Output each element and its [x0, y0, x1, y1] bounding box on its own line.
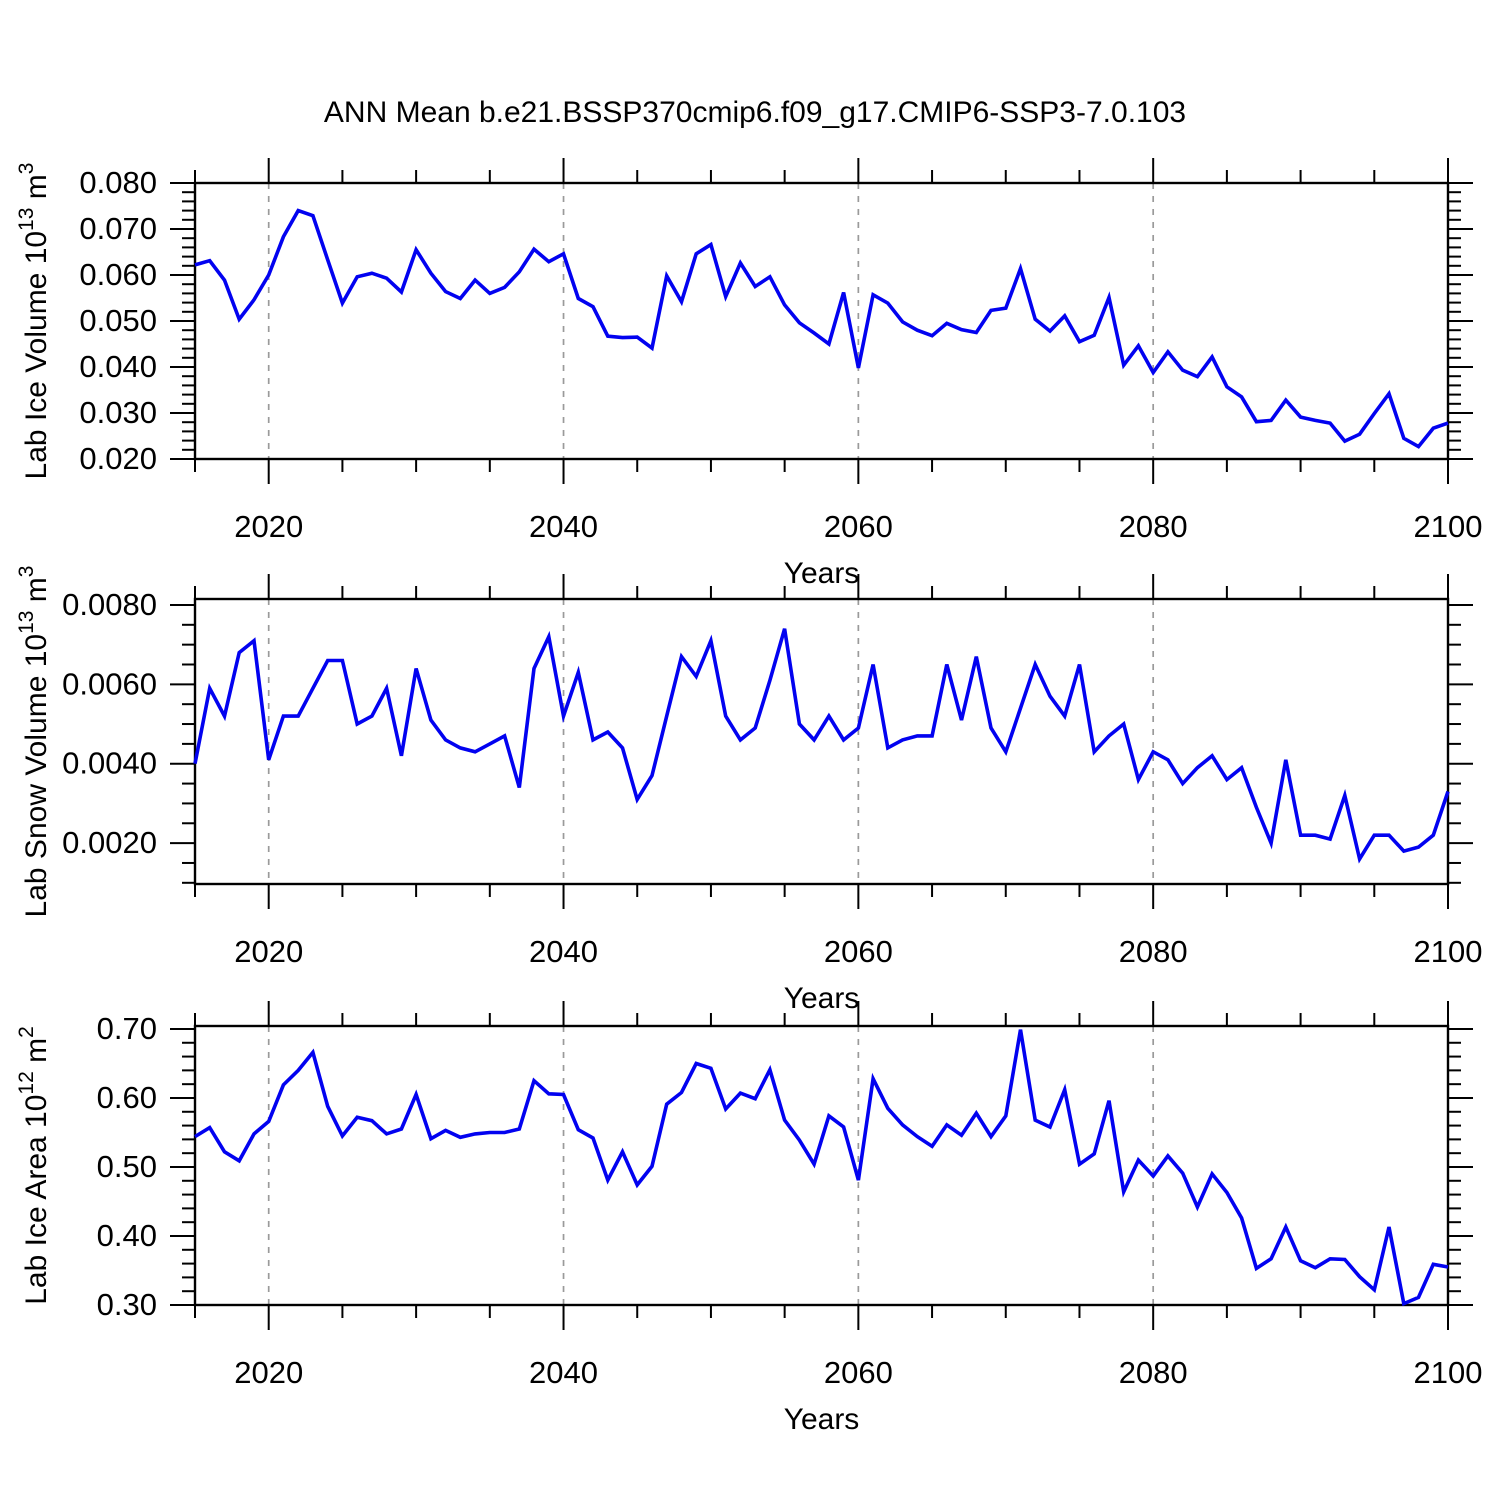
x-tick-label: 2080: [1119, 934, 1188, 969]
plot-frame: [193, 181, 1450, 461]
y-tick-label: 0.0060: [62, 666, 157, 701]
x-tick-label: 2100: [1414, 1355, 1483, 1390]
y-tick-label: 0.080: [79, 165, 157, 200]
x-tick-label: 2040: [529, 934, 598, 969]
plot-frame: [193, 597, 1450, 886]
x-axis-title: Years: [784, 557, 860, 590]
y-tick-label: 0.60: [97, 1080, 157, 1115]
x-tick-label: 2040: [529, 1355, 598, 1390]
x-tick-label: 2040: [529, 509, 598, 544]
x-tick-label: 2080: [1119, 1355, 1188, 1390]
x-tick-label: 2060: [824, 934, 893, 969]
x-tick-label: 2100: [1414, 509, 1483, 544]
y-tick-label: 0.020: [79, 441, 157, 476]
y-tick-label: 0.040: [79, 349, 157, 384]
y-tick-label: 0.030: [79, 395, 157, 430]
x-tick-label: 2020: [234, 934, 303, 969]
data-line: [194, 208, 1449, 449]
y-axis-title: Lab Snow Volume 1013 m3: [15, 566, 53, 918]
x-tick-label: 2080: [1119, 509, 1188, 544]
plot-frame: [193, 1024, 1450, 1307]
x-axis-title: Years: [784, 982, 860, 1015]
x-tick-label: 2060: [824, 509, 893, 544]
y-tick-label: 0.0040: [62, 746, 157, 781]
data-line: [193, 628, 1450, 864]
y-axis-title: Lab Ice Volume 1013 m3: [15, 163, 53, 480]
y-tick-label: 0.70: [97, 1011, 157, 1046]
chart-title: ANN Mean b.e21.BSSP370cmip6.f09_g17.CMIP…: [323, 96, 1187, 129]
y-tick-label: 0.0020: [62, 825, 157, 860]
y-tick-label: 0.0080: [62, 587, 157, 622]
y-axis-title: Lab Ice Area 1012 m2: [15, 1026, 53, 1305]
y-tick-label: 0.30: [97, 1287, 157, 1322]
x-axis-title: Years: [784, 1403, 860, 1436]
y-tick-label: 0.070: [79, 211, 157, 246]
x-tick-label: 2020: [234, 1355, 303, 1390]
y-tick-label: 0.40: [97, 1218, 157, 1253]
x-tick-label: 2060: [824, 1355, 893, 1390]
x-tick-label: 2100: [1414, 934, 1483, 969]
y-tick-label: 0.050: [79, 303, 157, 338]
y-tick-label: 0.060: [79, 257, 157, 292]
y-tick-label: 0.50: [97, 1149, 157, 1184]
data-line: [194, 1029, 1449, 1307]
x-tick-label: 2020: [234, 509, 303, 544]
